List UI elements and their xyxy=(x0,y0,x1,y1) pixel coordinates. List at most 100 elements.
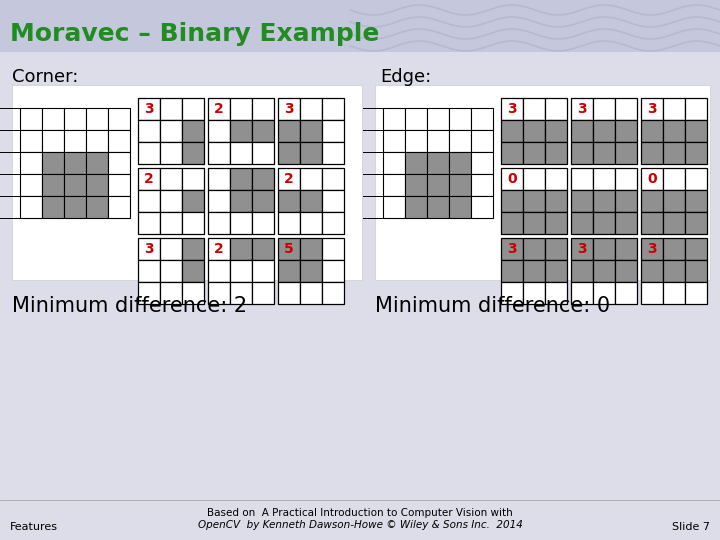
Bar xyxy=(322,282,344,304)
Text: Slide 7: Slide 7 xyxy=(672,522,710,532)
Text: 0: 0 xyxy=(507,172,517,186)
Text: 3: 3 xyxy=(647,102,657,116)
Bar xyxy=(641,190,663,212)
Bar xyxy=(571,120,593,142)
Bar xyxy=(615,212,637,234)
Bar xyxy=(278,190,300,212)
Bar xyxy=(427,152,449,174)
Bar xyxy=(252,120,274,142)
Bar xyxy=(615,98,637,120)
Bar xyxy=(471,108,493,130)
Text: 0: 0 xyxy=(647,172,657,186)
Bar xyxy=(615,120,637,142)
Bar xyxy=(322,238,344,260)
Bar xyxy=(383,130,405,152)
Bar xyxy=(523,282,545,304)
Bar xyxy=(300,238,322,260)
Bar xyxy=(663,120,685,142)
Bar xyxy=(300,120,322,142)
Text: 5: 5 xyxy=(284,242,294,256)
Bar xyxy=(663,190,685,212)
Bar xyxy=(615,142,637,164)
Bar xyxy=(383,152,405,174)
Bar xyxy=(641,238,663,260)
Bar xyxy=(138,212,160,234)
Bar xyxy=(571,212,593,234)
Bar xyxy=(405,174,427,196)
Bar xyxy=(86,108,108,130)
Bar xyxy=(108,108,130,130)
Bar xyxy=(86,174,108,196)
Bar xyxy=(405,130,427,152)
Bar xyxy=(641,212,663,234)
Bar xyxy=(12,85,362,280)
Bar xyxy=(593,120,615,142)
Bar xyxy=(571,168,593,190)
Bar xyxy=(663,168,685,190)
Bar xyxy=(615,260,637,282)
Bar xyxy=(182,282,204,304)
Bar xyxy=(593,212,615,234)
Bar xyxy=(208,98,230,120)
Bar xyxy=(278,260,300,282)
Bar xyxy=(523,260,545,282)
Bar xyxy=(663,142,685,164)
Bar xyxy=(501,238,523,260)
Text: 2: 2 xyxy=(214,102,224,116)
Bar xyxy=(641,142,663,164)
Text: 3: 3 xyxy=(284,102,294,116)
Bar xyxy=(108,130,130,152)
Bar xyxy=(0,0,720,52)
Bar xyxy=(182,120,204,142)
Bar xyxy=(427,174,449,196)
Bar xyxy=(64,152,86,174)
Bar xyxy=(42,152,64,174)
Bar xyxy=(208,142,230,164)
Bar xyxy=(230,212,252,234)
Bar xyxy=(593,98,615,120)
Bar xyxy=(138,142,160,164)
Bar xyxy=(230,238,252,260)
Text: 2: 2 xyxy=(144,172,154,186)
Bar xyxy=(471,196,493,218)
Bar xyxy=(545,238,567,260)
Bar xyxy=(138,120,160,142)
Bar xyxy=(208,168,230,190)
Bar xyxy=(138,190,160,212)
Text: 3: 3 xyxy=(577,242,587,256)
Bar xyxy=(383,196,405,218)
Bar xyxy=(427,108,449,130)
Bar xyxy=(641,120,663,142)
Bar xyxy=(230,98,252,120)
Bar xyxy=(383,174,405,196)
Bar xyxy=(523,98,545,120)
Bar xyxy=(208,260,230,282)
Bar xyxy=(501,260,523,282)
Bar xyxy=(545,168,567,190)
Bar xyxy=(501,282,523,304)
Bar xyxy=(615,190,637,212)
Bar xyxy=(300,98,322,120)
Text: Minimum difference: 0: Minimum difference: 0 xyxy=(375,296,610,316)
Bar xyxy=(375,85,710,280)
Bar xyxy=(449,130,471,152)
Bar xyxy=(108,196,130,218)
Bar xyxy=(523,190,545,212)
Bar xyxy=(64,130,86,152)
Bar xyxy=(471,130,493,152)
Bar xyxy=(230,190,252,212)
Bar xyxy=(571,190,593,212)
Bar xyxy=(685,120,707,142)
Bar xyxy=(322,98,344,120)
Text: Moravec – Binary Example: Moravec – Binary Example xyxy=(10,22,379,46)
Bar xyxy=(208,282,230,304)
Bar xyxy=(449,152,471,174)
Bar xyxy=(593,238,615,260)
Bar xyxy=(523,212,545,234)
Bar xyxy=(427,130,449,152)
Bar xyxy=(300,282,322,304)
Bar xyxy=(108,152,130,174)
Bar xyxy=(449,108,471,130)
Bar xyxy=(501,212,523,234)
Bar xyxy=(278,238,300,260)
